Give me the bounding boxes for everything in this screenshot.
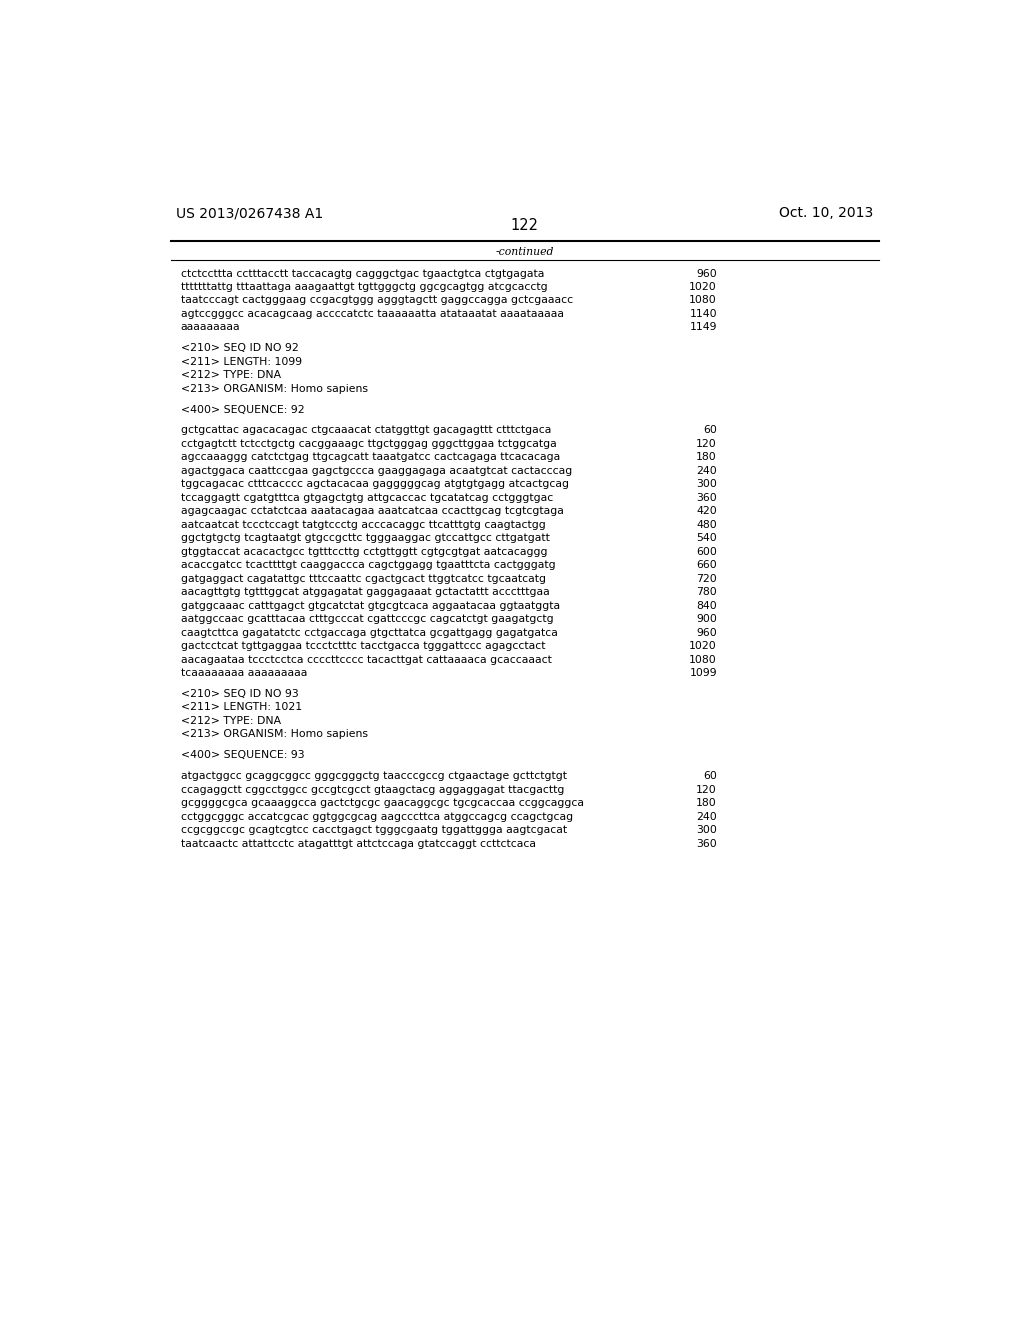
Text: 840: 840 [696,601,717,611]
Text: 60: 60 [703,425,717,436]
Text: <212> TYPE: DNA: <212> TYPE: DNA [180,370,281,380]
Text: 240: 240 [696,812,717,821]
Text: ccagaggctt cggcctggcc gccgtcgcct gtaagctacg aggaggagat ttacgacttg: ccagaggctt cggcctggcc gccgtcgcct gtaagct… [180,784,564,795]
Text: agtccgggcc acacagcaag accccatctc taaaaaatta atataaatat aaaataaaaa: agtccgggcc acacagcaag accccatctc taaaaaa… [180,309,563,319]
Text: taatcccagt cactgggaag ccgacgtggg agggtagctt gaggccagga gctcgaaacc: taatcccagt cactgggaag ccgacgtggg agggtag… [180,296,572,305]
Text: 120: 120 [696,440,717,449]
Text: <213> ORGANISM: Homo sapiens: <213> ORGANISM: Homo sapiens [180,384,368,393]
Text: <213> ORGANISM: Homo sapiens: <213> ORGANISM: Homo sapiens [180,730,368,739]
Text: taatcaactc attattcctc atagatttgt attctccaga gtatccaggt ccttctcaca: taatcaactc attattcctc atagatttgt attctcc… [180,838,536,849]
Text: gtggtaccat acacactgcc tgtttccttg cctgttggtt cgtgcgtgat aatcacaggg: gtggtaccat acacactgcc tgtttccttg cctgttg… [180,546,547,557]
Text: agactggaca caattccgaa gagctgccca gaaggagaga acaatgtcat cactacccag: agactggaca caattccgaa gagctgccca gaaggag… [180,466,572,477]
Text: 360: 360 [696,492,717,503]
Text: <400> SEQUENCE: 93: <400> SEQUENCE: 93 [180,750,304,760]
Text: <400> SEQUENCE: 92: <400> SEQUENCE: 92 [180,405,304,414]
Text: gctgcattac agacacagac ctgcaaacat ctatggttgt gacagagttt ctttctgaca: gctgcattac agacacagac ctgcaaacat ctatggt… [180,425,551,436]
Text: ctctccttta cctttacctt taccacagtg cagggctgac tgaactgtca ctgtgagata: ctctccttta cctttacctt taccacagtg cagggct… [180,268,544,279]
Text: 600: 600 [696,546,717,557]
Text: 180: 180 [696,453,717,462]
Text: 420: 420 [696,507,717,516]
Text: acaccgatcc tcacttttgt caaggaccca cagctggagg tgaatttcta cactgggatg: acaccgatcc tcacttttgt caaggaccca cagctgg… [180,560,555,570]
Text: aaaaaaaaa: aaaaaaaaa [180,322,241,333]
Text: gactcctcat tgttgaggaa tccctctttc tacctgacca tgggattccc agagcctact: gactcctcat tgttgaggaa tccctctttc tacctga… [180,642,545,651]
Text: <212> TYPE: DNA: <212> TYPE: DNA [180,715,281,726]
Text: 540: 540 [696,533,717,544]
Text: aacagaataa tccctcctca ccccttcccc tacacttgat cattaaaaca gcaccaaact: aacagaataa tccctcctca ccccttcccc tacactt… [180,655,552,664]
Text: 60: 60 [703,771,717,781]
Text: 960: 960 [696,627,717,638]
Text: agagcaagac cctatctcaa aaatacagaa aaatcatcaa ccacttgcag tcgtcgtaga: agagcaagac cctatctcaa aaatacagaa aaatcat… [180,507,563,516]
Text: Oct. 10, 2013: Oct. 10, 2013 [779,206,873,220]
Text: 1020: 1020 [689,282,717,292]
Text: cctgagtctt tctcctgctg cacggaaagc ttgctgggag gggcttggaa tctggcatga: cctgagtctt tctcctgctg cacggaaagc ttgctgg… [180,440,556,449]
Text: tccaggagtt cgatgtttca gtgagctgtg attgcaccac tgcatatcag cctgggtgac: tccaggagtt cgatgtttca gtgagctgtg attgcac… [180,492,553,503]
Text: ggctgtgctg tcagtaatgt gtgccgcttc tgggaaggac gtccattgcc cttgatgatt: ggctgtgctg tcagtaatgt gtgccgcttc tgggaag… [180,533,550,544]
Text: caagtcttca gagatatctc cctgaccaga gtgcttatca gcgattgagg gagatgatca: caagtcttca gagatatctc cctgaccaga gtgctta… [180,627,558,638]
Text: 240: 240 [696,466,717,477]
Text: ccgcggccgc gcagtcgtcc cacctgagct tgggcgaatg tggattggga aagtcgacat: ccgcggccgc gcagtcgtcc cacctgagct tgggcga… [180,825,567,836]
Text: 1080: 1080 [689,296,717,305]
Text: -continued: -continued [496,247,554,257]
Text: 900: 900 [696,614,717,624]
Text: 1149: 1149 [689,322,717,333]
Text: US 2013/0267438 A1: US 2013/0267438 A1 [176,206,324,220]
Text: tggcagacac ctttcacccc agctacacaa gagggggcag atgtgtgagg atcactgcag: tggcagacac ctttcacccc agctacacaa gaggggg… [180,479,568,490]
Text: 122: 122 [511,218,539,232]
Text: <211> LENGTH: 1099: <211> LENGTH: 1099 [180,356,302,367]
Text: aatcaatcat tccctccagt tatgtccctg acccacaggc ttcatttgtg caagtactgg: aatcaatcat tccctccagt tatgtccctg acccaca… [180,520,546,529]
Text: atgactggcc gcaggcggcc gggcgggctg taacccgccg ctgaactage gcttctgtgt: atgactggcc gcaggcggcc gggcgggctg taacccg… [180,771,566,781]
Text: agccaaaggg catctctgag ttgcagcatt taaatgatcc cactcagaga ttcacacaga: agccaaaggg catctctgag ttgcagcatt taaatga… [180,453,560,462]
Text: 1140: 1140 [689,309,717,319]
Text: <210> SEQ ID NO 92: <210> SEQ ID NO 92 [180,343,298,354]
Text: 180: 180 [696,799,717,808]
Text: cctggcgggc accatcgcac ggtggcgcag aagcccttca atggccagcg ccagctgcag: cctggcgggc accatcgcac ggtggcgcag aagccct… [180,812,572,821]
Text: gatgaggact cagatattgc tttccaattc cgactgcact ttggtcatcc tgcaatcatg: gatgaggact cagatattgc tttccaattc cgactgc… [180,574,546,583]
Text: tcaaaaaaaa aaaaaaaaa: tcaaaaaaaa aaaaaaaaa [180,668,307,678]
Text: gatggcaaac catttgagct gtgcatctat gtgcgtcaca aggaatacaa ggtaatggta: gatggcaaac catttgagct gtgcatctat gtgcgtc… [180,601,560,611]
Text: 300: 300 [696,825,717,836]
Text: 720: 720 [696,574,717,583]
Text: aacagttgtg tgtttggcat atggagatat gaggagaaat gctactattt accctttgaa: aacagttgtg tgtttggcat atggagatat gaggaga… [180,587,550,597]
Text: 780: 780 [696,587,717,597]
Text: <210> SEQ ID NO 93: <210> SEQ ID NO 93 [180,689,298,698]
Text: 1099: 1099 [689,668,717,678]
Text: 300: 300 [696,479,717,490]
Text: 960: 960 [696,268,717,279]
Text: 120: 120 [696,784,717,795]
Text: gcggggcgca gcaaaggcca gactctgcgc gaacaggcgc tgcgcaccaa ccggcaggca: gcggggcgca gcaaaggcca gactctgcgc gaacagg… [180,799,584,808]
Text: 480: 480 [696,520,717,529]
Text: 1020: 1020 [689,642,717,651]
Text: <211> LENGTH: 1021: <211> LENGTH: 1021 [180,702,302,713]
Text: tttttttattg tttaattaga aaagaattgt tgttgggctg ggcgcagtgg atcgcacctg: tttttttattg tttaattaga aaagaattgt tgttgg… [180,282,547,292]
Text: 660: 660 [696,560,717,570]
Text: aatggccaac gcatttacaa ctttgcccat cgattcccgc cagcatctgt gaagatgctg: aatggccaac gcatttacaa ctttgcccat cgattcc… [180,614,553,624]
Text: 360: 360 [696,838,717,849]
Text: 1080: 1080 [689,655,717,664]
